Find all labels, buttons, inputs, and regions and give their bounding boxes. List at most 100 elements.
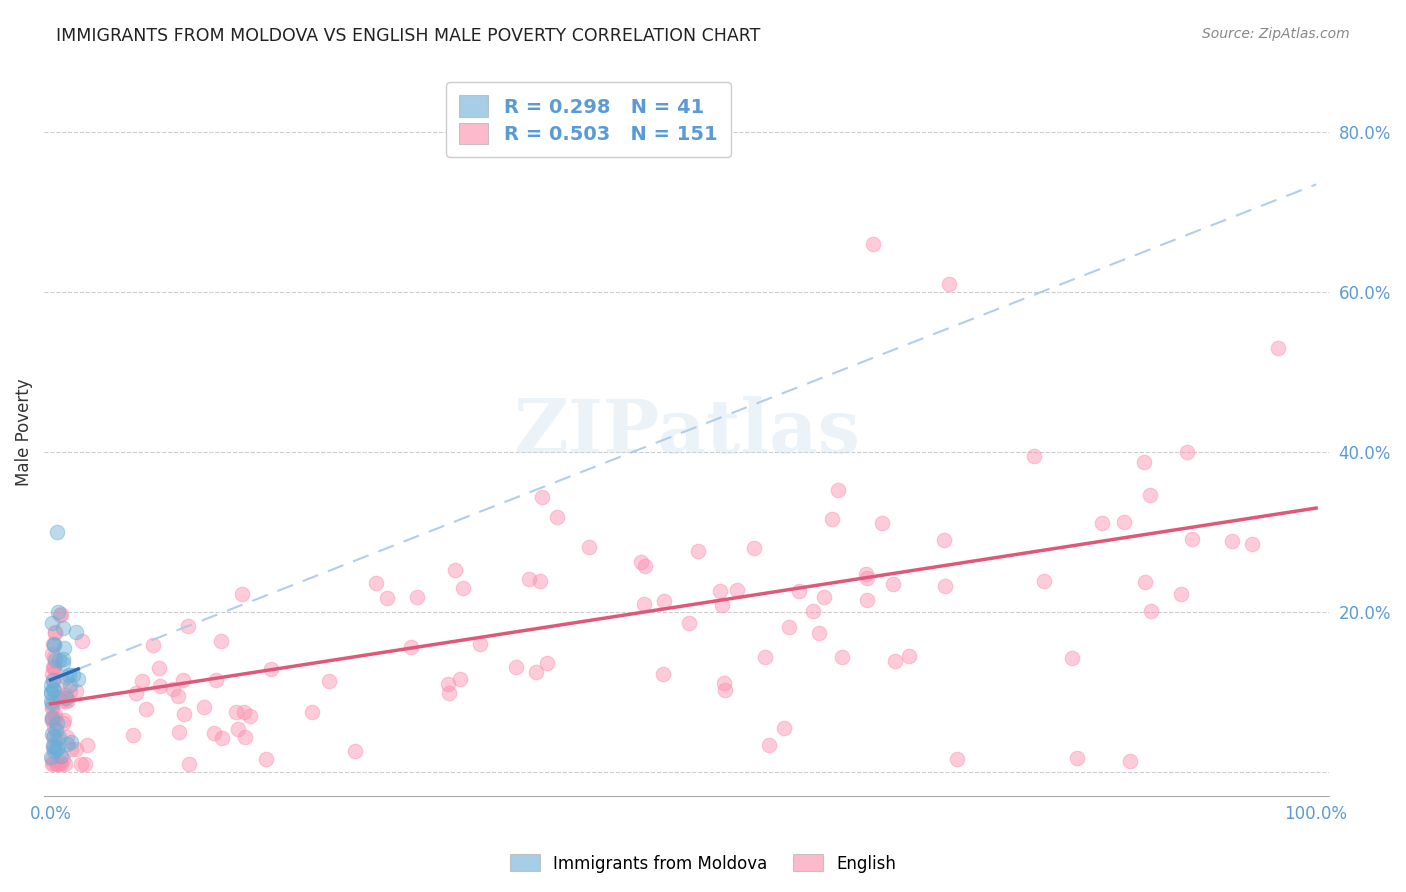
Point [1267,341,1289,355]
Point [202,726,225,740]
Point [55,670,77,684]
Point [41,713,63,727]
Point [53,713,76,727]
Point [827,483,849,497]
Point [1133,454,1156,468]
Point [76,738,98,752]
Point [231,587,253,601]
Point [41,727,63,741]
Point [709,584,731,599]
Point [1170,587,1192,601]
Point [1112,516,1135,530]
Point [41,647,63,661]
Point [49,748,72,763]
Point [55,694,77,708]
Point [193,699,215,714]
Point [742,541,765,556]
Point [1139,488,1161,502]
Point [778,620,800,634]
Point [46,524,69,539]
Point [1181,532,1204,546]
Point [205,673,228,687]
Point [856,571,879,585]
Point [49,607,72,622]
Point [42,682,65,697]
Point [439,686,461,700]
Point [52,621,75,635]
Point [52,752,75,766]
Point [1240,537,1263,551]
Point [773,721,796,735]
Point [149,679,172,693]
Point [42,637,65,651]
Point [578,540,600,554]
Point [59,684,82,698]
Point [546,510,568,524]
Point [42,673,65,687]
Y-axis label: Male Poverty: Male Poverty [15,378,32,486]
Point [254,751,277,765]
Point [167,690,190,704]
Point [60,742,83,756]
Point [73,756,96,771]
Point [70,634,93,648]
Point [65,742,87,756]
Point [44,683,66,698]
Point [897,648,920,663]
Point [42,637,65,651]
Point [437,676,460,690]
Point [813,590,835,604]
Point [44,729,66,743]
Point [44,653,66,667]
Point [862,237,884,252]
Point [517,572,540,586]
Point [634,559,657,574]
Point [41,752,63,766]
Point [69,756,91,771]
Point [46,605,69,619]
Point [855,566,877,581]
Point [882,577,904,591]
Point [934,533,956,548]
Point [53,640,76,655]
Point [470,637,492,651]
Point [405,590,427,604]
Point [1118,754,1140,768]
Point [59,735,82,749]
Point [209,633,232,648]
Point [1091,516,1114,530]
Point [48,652,70,666]
Point [65,683,87,698]
Text: IMMIGRANTS FROM MOLDOVA VS ENGLISH MALE POVERTY CORRELATION CHART: IMMIGRANTS FROM MOLDOVA VS ENGLISH MALE … [56,27,761,45]
Point [821,512,844,526]
Point [831,650,853,665]
Point [41,713,63,727]
Point [633,597,655,611]
Point [39,694,62,708]
Point [758,738,780,752]
Point [725,583,748,598]
Point [713,676,735,690]
Point [945,752,967,766]
Point [41,615,63,630]
Point [39,686,62,700]
Point [938,277,960,292]
Point [59,678,82,692]
Point [536,657,558,671]
Point [52,715,75,730]
Point [39,678,62,692]
Point [711,598,734,612]
Point [49,756,72,771]
Point [318,673,340,688]
Point [678,616,700,631]
Point [55,756,77,771]
Point [225,705,247,719]
Point [260,662,283,676]
Point [45,742,67,756]
Point [42,660,65,674]
Point [44,711,66,725]
Point [630,555,652,569]
Point [46,741,69,756]
Point [301,705,323,719]
Legend: R = 0.298   N = 41, R = 0.503   N = 151: R = 0.298 N = 41, R = 0.503 N = 151 [446,82,731,157]
